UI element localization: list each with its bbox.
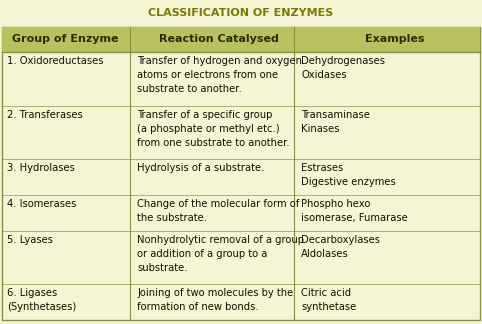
Text: 3. Hydrolases: 3. Hydrolases [7,163,75,173]
Text: Joining of two molecules by the
formation of new bonds.: Joining of two molecules by the formatio… [137,288,294,312]
Text: Dehydrogenases
Oxidases: Dehydrogenases Oxidases [301,56,385,80]
Text: 5. Lyases: 5. Lyases [7,235,53,245]
Text: CLASSIFICATION OF ENZYMES: CLASSIFICATION OF ENZYMES [148,8,334,18]
Text: Hydrolysis of a substrate.: Hydrolysis of a substrate. [137,163,265,173]
Text: Group of Enzyme: Group of Enzyme [12,34,118,44]
Text: Transaminase
Kinases: Transaminase Kinases [301,110,370,133]
Text: Estrases
Digestive enzymes: Estrases Digestive enzymes [301,163,396,187]
Text: Decarboxylases
Aldolases: Decarboxylases Aldolases [301,235,380,259]
Text: Reaction Catalysed: Reaction Catalysed [160,34,279,44]
Text: 4. Isomerases: 4. Isomerases [7,199,77,209]
Text: Transfer of hydrogen and oxygen
atoms or electrons from one
substrate to another: Transfer of hydrogen and oxygen atoms or… [137,56,302,94]
Text: Phospho hexo
isomerase, Fumarase: Phospho hexo isomerase, Fumarase [301,199,408,223]
Bar [2,27,480,52]
Text: 1. Oxidoreductases: 1. Oxidoreductases [7,56,104,66]
Text: Examples: Examples [365,34,425,44]
Text: 6. Ligases
(Synthetases): 6. Ligases (Synthetases) [7,288,77,312]
Text: Transfer of a specific group
(a phosphate or methyl etc.)
from one substrate to : Transfer of a specific group (a phosphat… [137,110,290,148]
Text: Citric acid
synthetase: Citric acid synthetase [301,288,357,312]
Text: Nonhydrolytic removal of a group
or addition of a group to a
substrate.: Nonhydrolytic removal of a group or addi… [137,235,304,273]
Text: 2. Transferases: 2. Transferases [7,110,83,120]
Text: Change of the molecular form of
the substrate.: Change of the molecular form of the subs… [137,199,300,223]
